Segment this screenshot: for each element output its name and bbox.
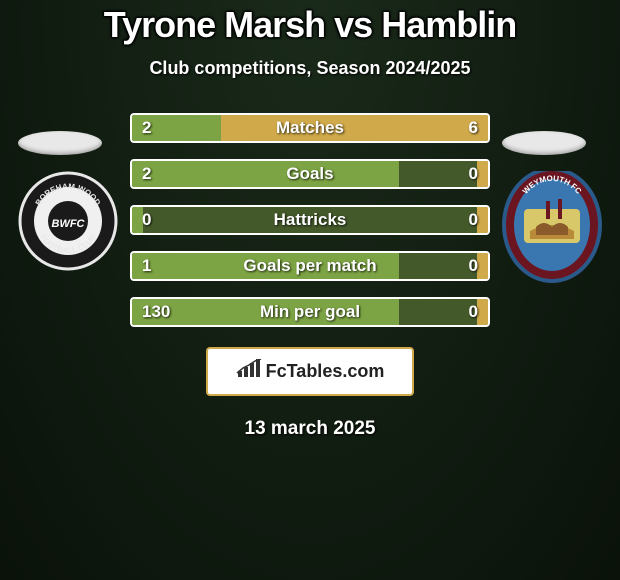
stat-label: Min per goal	[132, 299, 488, 325]
stat-bars: 26Matches 20Goals 00Hattricks 10Goals per m…	[130, 113, 490, 327]
weymouth-crest: WEYMOUTH FC	[502, 171, 602, 291]
stat-label: Goals per match	[132, 253, 488, 279]
stat-row: 20Goals	[130, 159, 490, 189]
comparison-subtitle: Club competitions, Season 2024/2025	[149, 58, 470, 79]
boreham-wood-crest: BWFC BOREHAM WOOD FOOTBALL CLUB	[18, 171, 118, 271]
comparison-title: Tyrone Marsh vs Hamblin	[104, 4, 516, 46]
right-player-column: WEYMOUTH FC	[502, 131, 602, 291]
stat-label: Matches	[132, 115, 488, 141]
branding-badge: FcTables.com	[206, 347, 415, 396]
stat-label: Hattricks	[132, 207, 488, 233]
branding-text: FcTables.com	[266, 361, 385, 382]
chart-icon	[236, 359, 262, 384]
stat-row: 10Goals per match	[130, 251, 490, 281]
stat-label: Goals	[132, 161, 488, 187]
stats-area: BWFC BOREHAM WOOD FOOTBALL CLUB	[0, 113, 620, 440]
left-player-base	[18, 131, 102, 155]
left-player-column: BWFC BOREHAM WOOD FOOTBALL CLUB	[18, 131, 118, 271]
svg-text:BWFC: BWFC	[52, 218, 86, 230]
stat-row: 1300Min per goal	[130, 297, 490, 327]
right-player-base	[502, 131, 586, 155]
comparison-date: 13 march 2025	[245, 418, 376, 440]
stat-row: 26Matches	[130, 113, 490, 143]
stat-row: 00Hattricks	[130, 205, 490, 235]
